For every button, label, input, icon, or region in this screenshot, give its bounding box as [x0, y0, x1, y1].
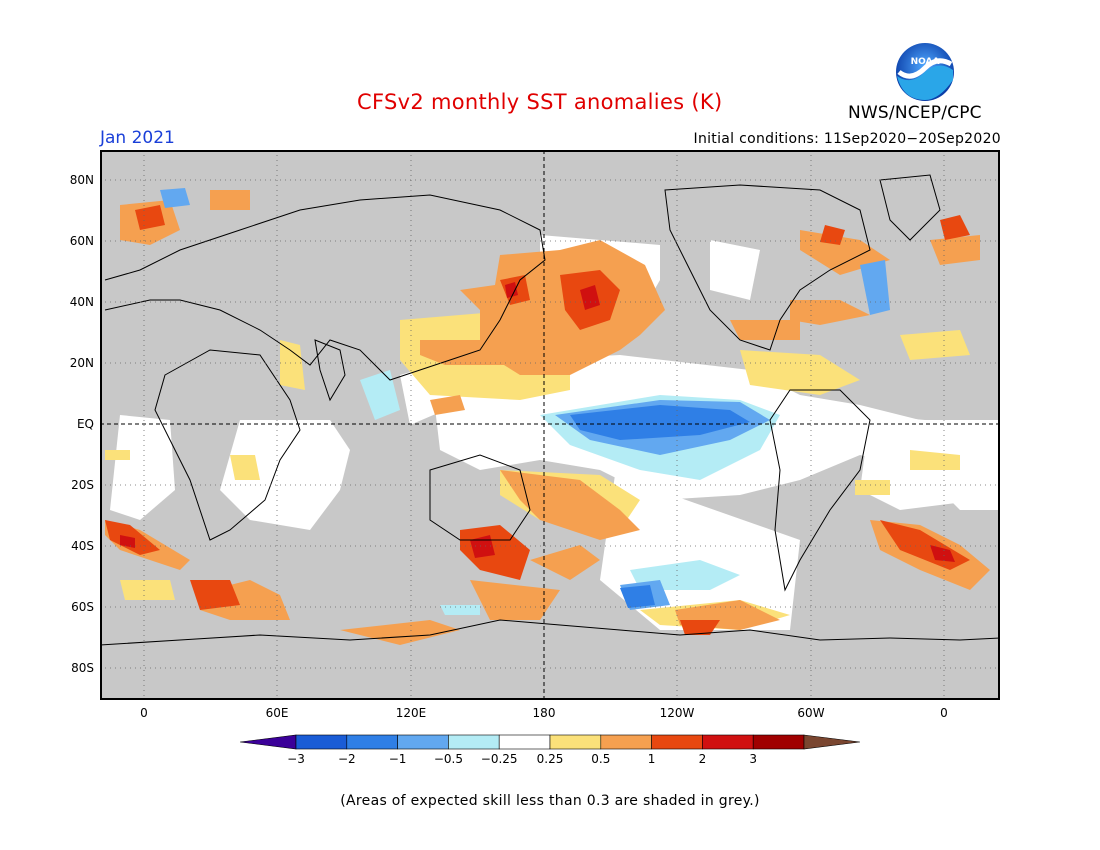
colorbar-tick-label: −2 [338, 752, 356, 766]
colorbar-tick-label: 0.5 [591, 752, 610, 766]
lon-label-120e: 120E [395, 706, 427, 720]
colorbar: −3 −2 −1 −0.5 −0.25 0.25 0.5 1 2 3 [240, 734, 860, 766]
colorbar-tick-label: 1 [648, 752, 656, 766]
lat-label-20n: 20N [69, 356, 94, 370]
agency-label: NWS/NCEP/CPC [848, 103, 982, 123]
lon-label-0-west: 0 [140, 706, 148, 720]
colorbar-box [448, 734, 500, 750]
logo-text: NOAA [911, 57, 940, 67]
colorbar-box [549, 734, 602, 750]
noaa-logo: NOAA [896, 43, 954, 101]
colorbar-tick-label: −3 [287, 752, 305, 766]
lat-label-40s: 40S [71, 539, 94, 553]
lat-label-60s: 60S [71, 600, 94, 614]
skill-footnote: (Areas of expected skill less than 0.3 a… [340, 793, 760, 809]
lon-label-180: 180 [532, 706, 556, 720]
map-title: CFSv2 monthly SST anomalies (K) [357, 90, 723, 114]
colorbar-box [295, 734, 348, 750]
initial-conditions-label: Initial conditions: 11Sep2020−20Sep2020 [693, 131, 1001, 147]
colorbar-tick-label: −0.5 [434, 752, 463, 766]
colorbar-boxes [240, 734, 860, 750]
lat-label-20s: 20S [71, 478, 94, 492]
colorbar-tick-label: −0.25 [481, 752, 518, 766]
lat-label-eq: EQ [76, 417, 94, 431]
lon-label-0-east: 0 [940, 706, 948, 720]
anomaly-2-3 [120, 282, 955, 562]
colorbar-box [651, 734, 703, 750]
map-border [100, 150, 1000, 700]
colorbar-box [752, 734, 805, 750]
minor-gridlines [100, 150, 1000, 700]
colorbar-box [397, 734, 449, 750]
colorbar-max-arrow [803, 734, 860, 750]
coastlines [100, 174, 1000, 646]
colorbar-box [600, 734, 652, 750]
colorbar-tick-label: 3 [749, 752, 757, 766]
lat-label-80s: 80S [71, 661, 94, 675]
colorbar-min-arrow [240, 734, 297, 750]
colorbar-tick-label: 0.25 [537, 752, 564, 766]
colorbar-tick-labels: −3 −2 −1 −0.5 −0.25 0.25 0.5 1 2 3 [287, 752, 757, 766]
lon-label-120w: 120W [659, 706, 695, 720]
lon-label-60w: 60W [797, 706, 825, 720]
map-gridlines [100, 150, 1000, 700]
colorbar-box [498, 734, 551, 750]
lat-label-80n: 80N [69, 173, 94, 187]
forecast-month-label: Jan 2021 [100, 128, 175, 148]
lon-label-60e: 60E [265, 706, 289, 720]
anomaly-neg-1 [570, 405, 750, 608]
colorbar-box [346, 734, 398, 750]
lat-label-40n: 40N [69, 295, 94, 309]
colorbar-tick-label: −1 [389, 752, 407, 766]
colorbar-box [702, 734, 754, 750]
colorbar-tick-label: 2 [699, 752, 707, 766]
sst-anomaly-map [100, 150, 1000, 700]
lat-label-60n: 60N [69, 234, 94, 248]
